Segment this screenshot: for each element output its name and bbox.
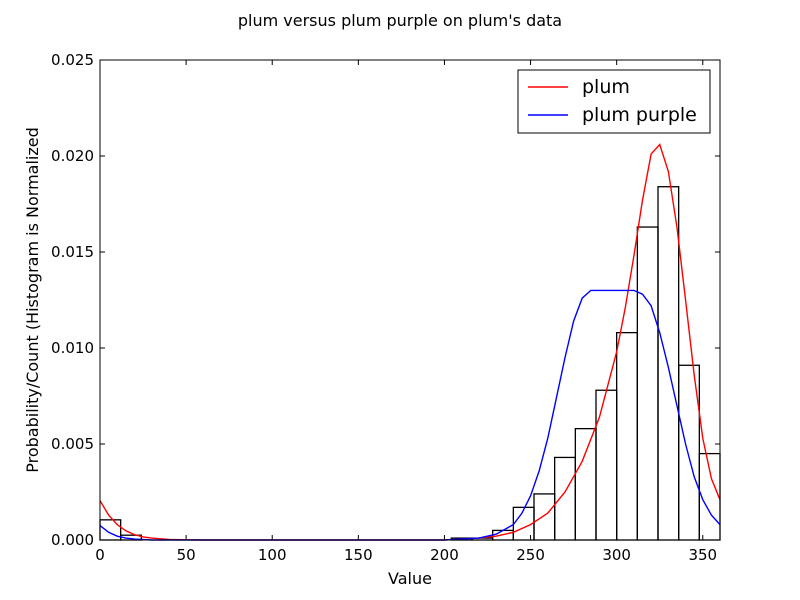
x-axis-label: Value xyxy=(388,569,432,588)
histogram-bar xyxy=(636,226,659,541)
y-tick-label: 0.025 xyxy=(51,51,94,69)
x-tick-label: 50 xyxy=(177,546,196,564)
x-tick-label: 300 xyxy=(602,546,631,564)
histogram-bar xyxy=(595,389,618,541)
histogram-bar xyxy=(554,456,576,541)
plot-frame xyxy=(99,59,721,541)
x-axis-ticks: 0 50 100 150 200 250 300 350 xyxy=(95,60,717,564)
chart-title: plum versus plum purple on plum's data xyxy=(238,11,562,30)
x-tick-label: 350 xyxy=(688,546,717,564)
legend: plum plum purple xyxy=(517,69,711,134)
legend-label-plum: plum xyxy=(582,76,630,98)
legend-box xyxy=(517,69,711,134)
y-tick-label: 0.015 xyxy=(51,243,94,261)
histogram-bar xyxy=(99,519,122,541)
y-tick-label: 0.010 xyxy=(51,339,94,357)
histogram-bar xyxy=(574,427,597,541)
y-axis-label: Probability/Count (Histogram is Normaliz… xyxy=(23,127,42,473)
x-tick-label: 250 xyxy=(516,546,545,564)
y-tick-label: 0.000 xyxy=(51,531,94,549)
plum-curve xyxy=(99,143,721,541)
y-tick-label: 0.020 xyxy=(51,147,94,165)
x-tick-label: 150 xyxy=(344,546,373,564)
legend-label-plum-purple: plum purple xyxy=(582,104,697,126)
x-tick-label: 200 xyxy=(430,546,459,564)
y-axis-ticks: 0.000 0.005 0.010 0.015 0.020 0.025 xyxy=(51,51,720,549)
histogram-bar xyxy=(533,493,556,541)
histogram-bar xyxy=(616,331,638,541)
x-tick-label: 100 xyxy=(258,546,287,564)
x-tick-label: 0 xyxy=(95,546,105,564)
histogram-bars xyxy=(99,186,721,541)
density-curves xyxy=(99,143,721,541)
plum-purple-curve xyxy=(99,289,721,541)
histogram-bar xyxy=(657,186,680,541)
y-tick-label: 0.005 xyxy=(51,435,94,453)
